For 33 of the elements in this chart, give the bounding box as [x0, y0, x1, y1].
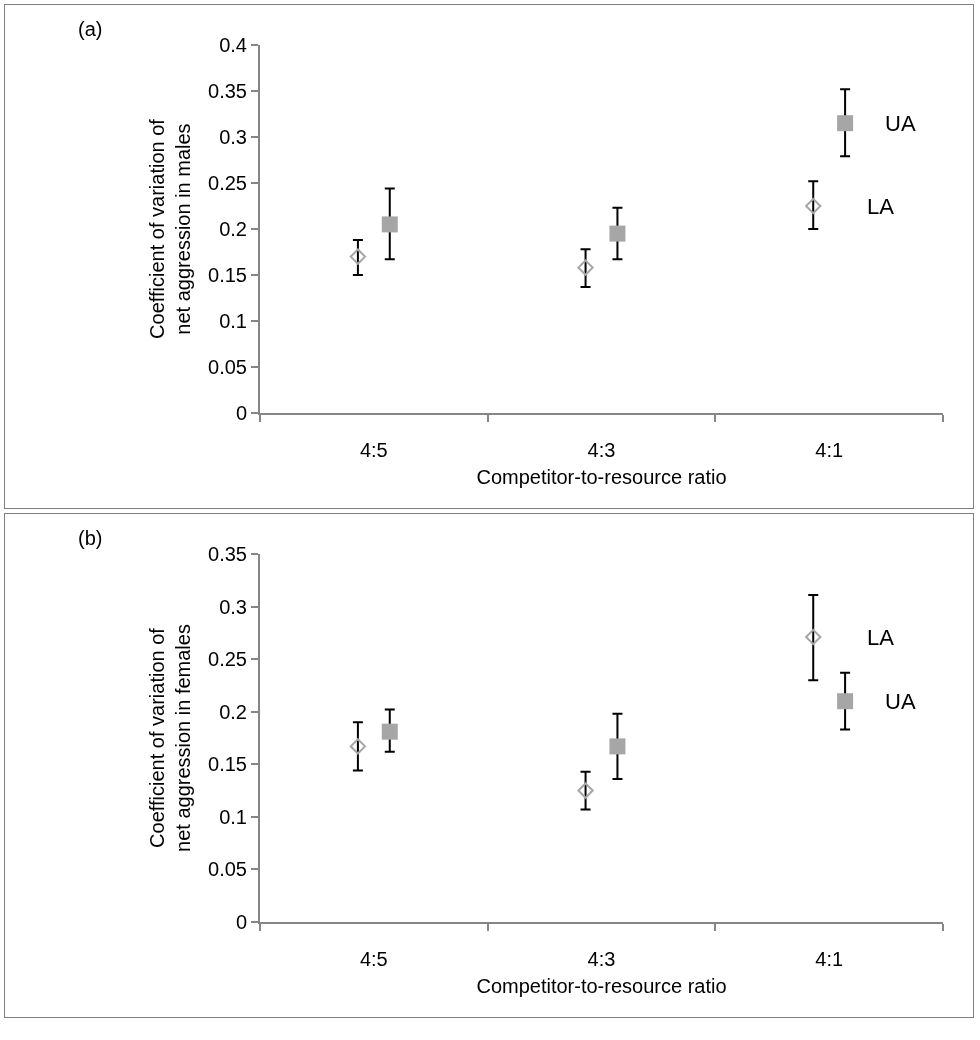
y-axis-title: Coefficient of variation of net aggression in males: [146, 118, 195, 339]
x-axis-title: Competitor-to-resource ratio: [476, 466, 727, 488]
y-tick-label: 0.4: [219, 34, 247, 56]
y-tick-label: 0.25: [208, 648, 247, 671]
y-tick-label: 0.2: [219, 218, 247, 240]
x-tick-label: 4:1: [815, 439, 844, 461]
x-tick-label: 4:3: [587, 439, 616, 461]
y-tick-label: 0.35: [208, 543, 247, 565]
y-tick-label: 0: [235, 402, 247, 424]
y-tick-label: 0.05: [208, 858, 247, 881]
series-label: UA: [885, 689, 916, 714]
x-tick-label: 4:3: [587, 948, 616, 970]
y-tick-label: 0.3: [219, 126, 247, 148]
y-tick-label: 0.1: [219, 805, 247, 828]
series-label: UA: [885, 111, 916, 136]
y-tick-label: 0.35: [208, 80, 247, 102]
y-tick-label: 0: [235, 911, 247, 933]
y-tick-label: 0.1: [219, 310, 247, 332]
text: (b): [78, 527, 103, 549]
x-tick-label: 4:1: [815, 948, 844, 970]
y-tick-label: 0.05: [208, 356, 247, 378]
text: LA: [867, 194, 895, 219]
y-tick-label: 0.15: [208, 753, 247, 776]
y-tick-label: 0.2: [219, 700, 247, 723]
x-tick-label: 4:5: [359, 439, 388, 461]
y-tick-label: 0.25: [208, 172, 247, 194]
y-tick-label: 0.15: [208, 264, 247, 286]
y-tick-label: 0.3: [219, 595, 247, 618]
x-axis-title: Competitor-to-resource ratio: [476, 975, 727, 997]
text: (a): [78, 18, 103, 40]
x-tick-label: 4:5: [359, 948, 388, 970]
text: LA: [867, 625, 895, 650]
y-axis-title: Coefficient of variation of net aggression in females: [146, 624, 195, 852]
